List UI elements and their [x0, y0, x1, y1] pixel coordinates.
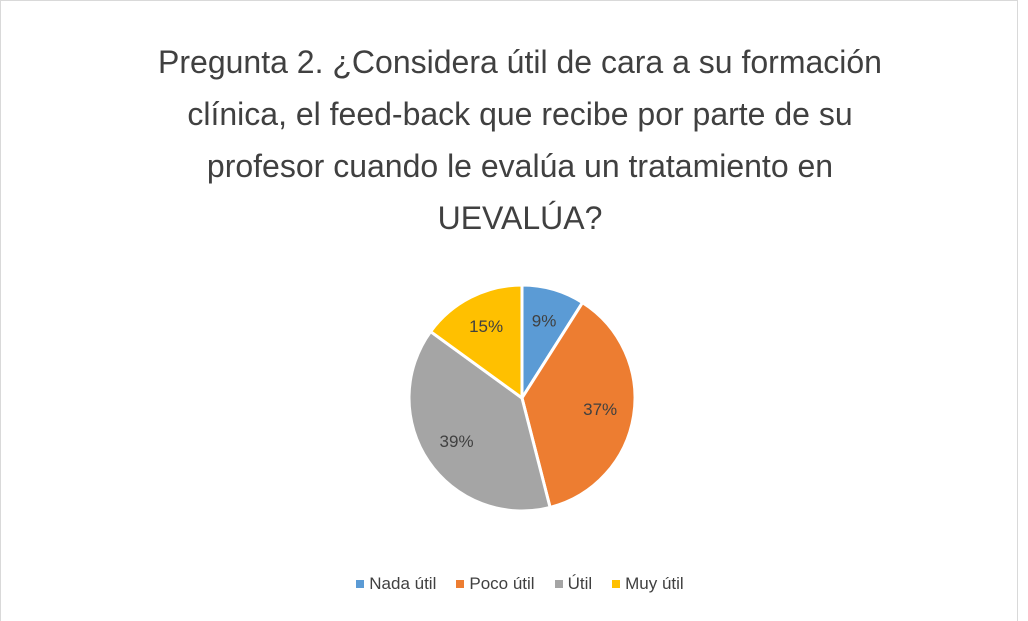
legend-swatch: [356, 580, 365, 588]
legend-swatch: [554, 580, 563, 588]
legend-swatch: [612, 580, 621, 588]
legend-swatch: [456, 580, 465, 588]
data-label: 15%: [469, 317, 503, 336]
legend-label: Muy útil: [625, 574, 684, 593]
legend: Nada útil Poco útil Útil Muy útil: [0, 574, 1028, 594]
data-label: 9%: [532, 312, 557, 331]
legend-item: Muy útil: [612, 574, 684, 594]
legend-item: Útil: [554, 574, 593, 594]
pie-slice: [428, 283, 524, 401]
legend-item: Poco útil: [456, 574, 535, 594]
chart-title: Pregunta 2. ¿Considera útil de cara a su…: [158, 44, 882, 236]
legend-label: Útil: [567, 574, 593, 593]
legend-item: Nada útil: [356, 574, 436, 594]
legend-label: Nada útil: [369, 574, 437, 593]
pie-slice: [520, 300, 637, 510]
data-label: 39%: [440, 432, 474, 451]
pie-slice: [407, 329, 552, 513]
legend-label: Poco útil: [469, 574, 535, 593]
data-label: 37%: [583, 400, 617, 419]
